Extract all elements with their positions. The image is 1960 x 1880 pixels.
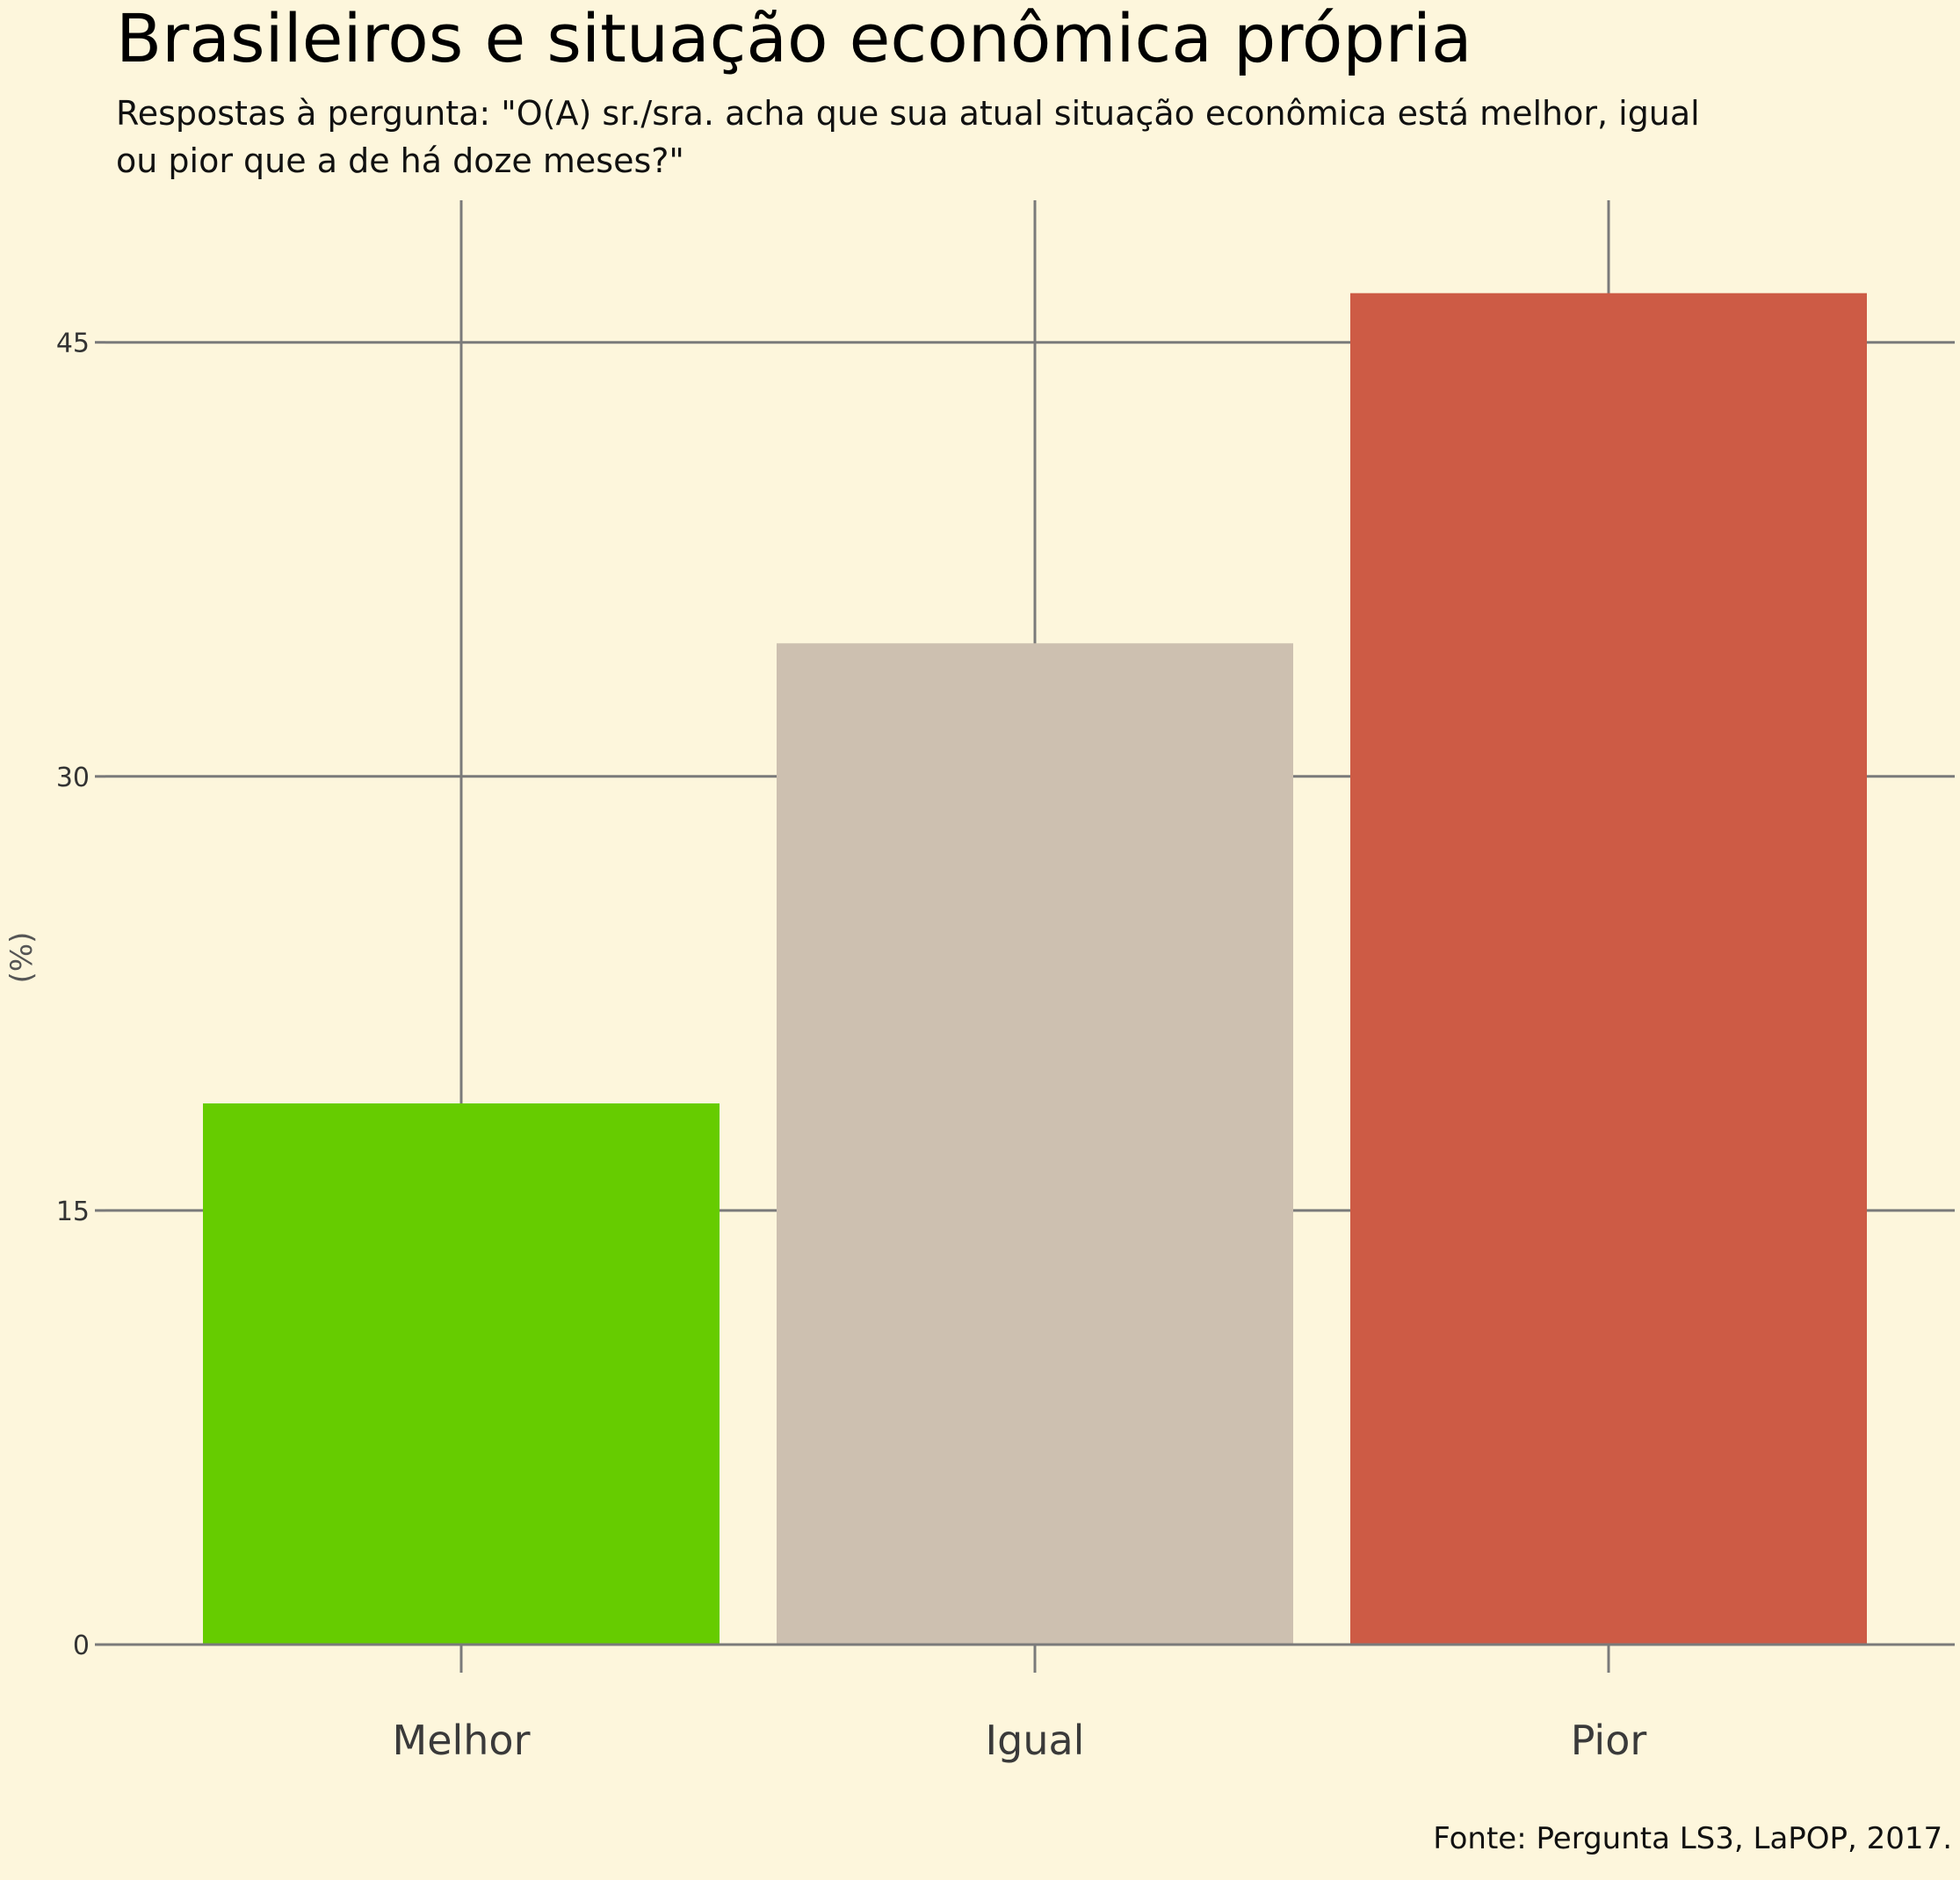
bar-igual xyxy=(777,643,1293,1645)
x-tick-label: Pior xyxy=(1571,1717,1647,1764)
y-tick-label: 45 xyxy=(56,329,90,359)
bars xyxy=(105,293,1955,1646)
bar-pior xyxy=(1350,293,1867,1645)
x-tick-label: Melhor xyxy=(393,1717,531,1764)
chart-subtitle-line-1: Respostas à pergunta: "O(A) sr./sra. ach… xyxy=(116,94,1700,133)
y-tick-label: 0 xyxy=(73,1631,90,1661)
y-axis-ticks: 0 15 30 45 xyxy=(56,329,105,1661)
y-tick-label: 30 xyxy=(56,763,90,793)
y-axis-label: (%) xyxy=(4,932,40,984)
x-axis-ticks: Melhor Igual Pior xyxy=(393,1645,1647,1764)
x-tick-label: Igual xyxy=(986,1717,1085,1764)
chart-title: Brasileiros e situação econômica própria xyxy=(116,0,1472,77)
y-tick-label: 15 xyxy=(56,1197,90,1227)
chart-caption: Fonte: Pergunta LS3, LaPOP, 2017. xyxy=(1433,1821,1952,1856)
bar-melhor xyxy=(203,1103,720,1645)
chart-subtitle-line-2: ou pior que a de há doze meses?" xyxy=(116,141,684,180)
